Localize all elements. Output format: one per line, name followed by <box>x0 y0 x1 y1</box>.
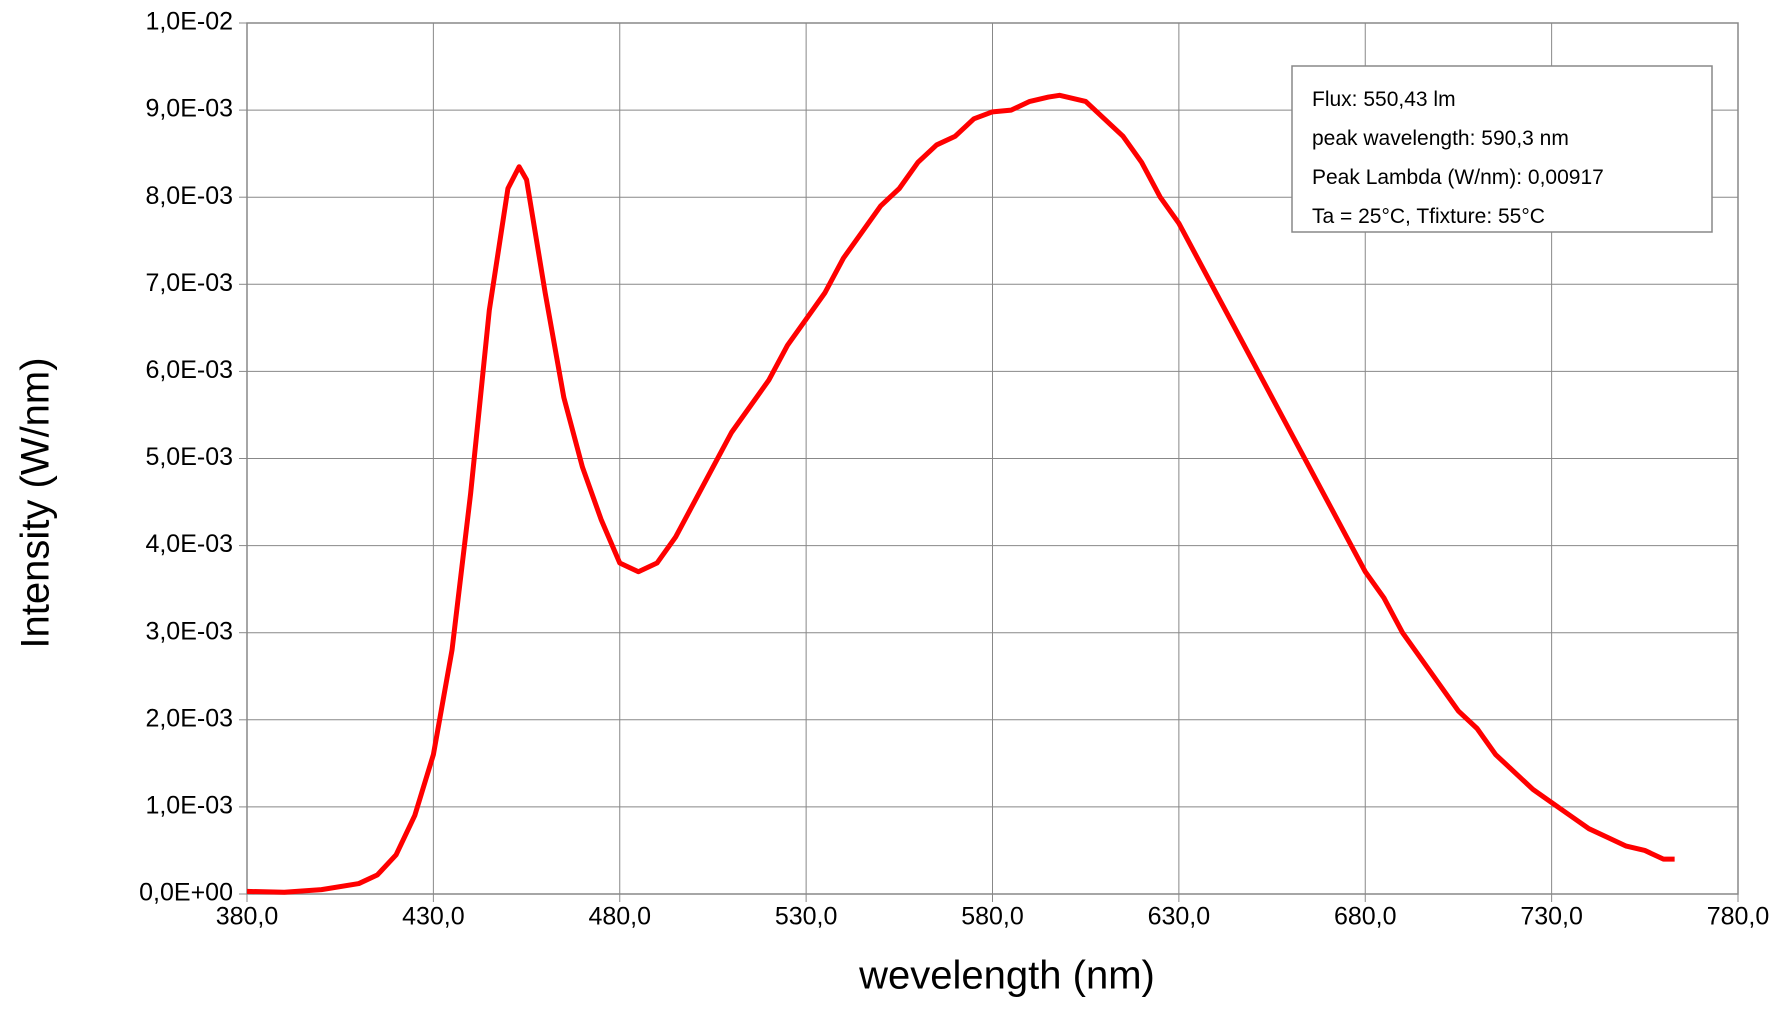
annotation-text: peak wavelength: 590,3 nm <box>1312 127 1569 150</box>
x-tick-label: 680,0 <box>1334 903 1397 931</box>
y-tick-label: 0,0E+00 <box>139 879 233 907</box>
y-tick-label: 5,0E-03 <box>145 443 233 471</box>
x-tick-label: 380,0 <box>216 903 279 931</box>
annotation-box <box>1291 65 1713 233</box>
y-tick-label: 6,0E-03 <box>145 356 233 384</box>
annotation-text: Flux: 550,43 lm <box>1312 88 1456 111</box>
x-tick-label: 480,0 <box>588 903 651 931</box>
y-tick-label: 2,0E-03 <box>145 704 233 732</box>
x-tick-label: 630,0 <box>1148 903 1211 931</box>
annotation-text: Ta = 25°C, Tfixture: 55°C <box>1312 205 1545 228</box>
y-tick-label: 8,0E-03 <box>145 182 233 210</box>
x-tick-label: 730,0 <box>1520 903 1583 931</box>
y-tick-label: 1,0E-02 <box>145 8 233 36</box>
y-tick-label: 4,0E-03 <box>145 530 233 558</box>
x-tick-label: 430,0 <box>402 903 465 931</box>
plot-frame <box>246 22 1739 895</box>
x-tick-label: 780,0 <box>1707 903 1770 931</box>
y-tick-label: 9,0E-03 <box>145 95 233 123</box>
y-axis-title: Intensity (W/nm) <box>14 357 58 648</box>
spectrum-line <box>246 92 1675 895</box>
x-axis-title: wevelength (nm) <box>858 954 1155 998</box>
y-tick-label: 7,0E-03 <box>145 269 233 297</box>
y-tick-label: 1,0E-03 <box>145 792 233 820</box>
annotation-text: Peak Lambda (W/nm): 0,00917 <box>1312 166 1604 189</box>
x-tick-label: 530,0 <box>775 903 838 931</box>
y-tick-label: 3,0E-03 <box>145 617 233 645</box>
x-tick-label: 580,0 <box>961 903 1024 931</box>
